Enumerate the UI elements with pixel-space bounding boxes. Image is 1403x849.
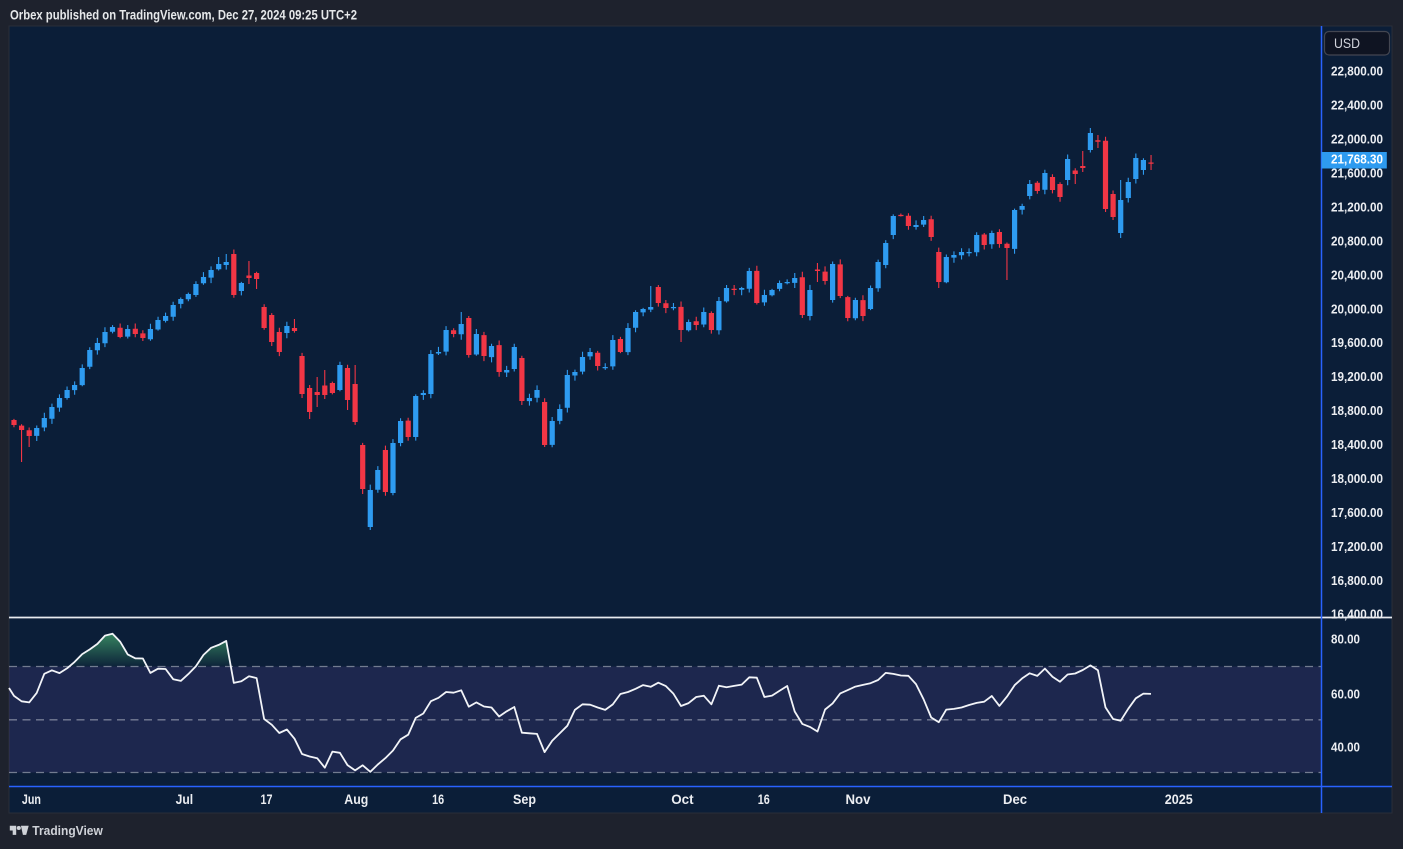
svg-text:21,600.00: 21,600.00 bbox=[1331, 166, 1383, 181]
svg-text:17,200.00: 17,200.00 bbox=[1331, 539, 1383, 554]
svg-text:Nov: Nov bbox=[846, 791, 871, 807]
svg-text:18,400.00: 18,400.00 bbox=[1331, 437, 1383, 452]
svg-text:16: 16 bbox=[758, 791, 770, 807]
svg-text:Sep: Sep bbox=[513, 791, 536, 807]
svg-text:80.00: 80.00 bbox=[1331, 632, 1360, 647]
svg-text:Jun: Jun bbox=[22, 791, 41, 807]
svg-text:22,400.00: 22,400.00 bbox=[1331, 98, 1383, 113]
svg-text:16,400.00: 16,400.00 bbox=[1331, 607, 1383, 622]
svg-text:Jul: Jul bbox=[176, 791, 194, 807]
svg-text:Aug: Aug bbox=[344, 791, 368, 807]
svg-text:17,600.00: 17,600.00 bbox=[1331, 505, 1383, 520]
svg-text:16: 16 bbox=[432, 791, 444, 807]
svg-text:Orbex published on TradingView: Orbex published on TradingView.com, Dec … bbox=[10, 7, 357, 23]
svg-text:17: 17 bbox=[261, 791, 273, 807]
svg-text:18,000.00: 18,000.00 bbox=[1331, 471, 1383, 486]
svg-text:Dec: Dec bbox=[1003, 791, 1027, 807]
svg-text:21,200.00: 21,200.00 bbox=[1331, 200, 1383, 215]
svg-text:USD: USD bbox=[1334, 35, 1360, 51]
svg-text:21,768.30: 21,768.30 bbox=[1331, 152, 1383, 167]
svg-text:22,000.00: 22,000.00 bbox=[1331, 132, 1383, 147]
svg-text:20,000.00: 20,000.00 bbox=[1331, 301, 1383, 316]
svg-text:16,800.00: 16,800.00 bbox=[1331, 573, 1383, 588]
svg-text:19,600.00: 19,600.00 bbox=[1331, 335, 1383, 350]
svg-text:20,400.00: 20,400.00 bbox=[1331, 267, 1383, 282]
svg-text:40.00: 40.00 bbox=[1331, 739, 1360, 754]
svg-text:60.00: 60.00 bbox=[1331, 687, 1360, 702]
svg-text:22,800.00: 22,800.00 bbox=[1331, 64, 1383, 79]
svg-text:19,200.00: 19,200.00 bbox=[1331, 369, 1383, 384]
svg-text:TradingView: TradingView bbox=[32, 823, 103, 838]
svg-text:2025: 2025 bbox=[1165, 791, 1193, 807]
svg-text:20,800.00: 20,800.00 bbox=[1331, 233, 1383, 248]
svg-text:Oct: Oct bbox=[671, 791, 694, 807]
svg-text:18,800.00: 18,800.00 bbox=[1331, 403, 1383, 418]
